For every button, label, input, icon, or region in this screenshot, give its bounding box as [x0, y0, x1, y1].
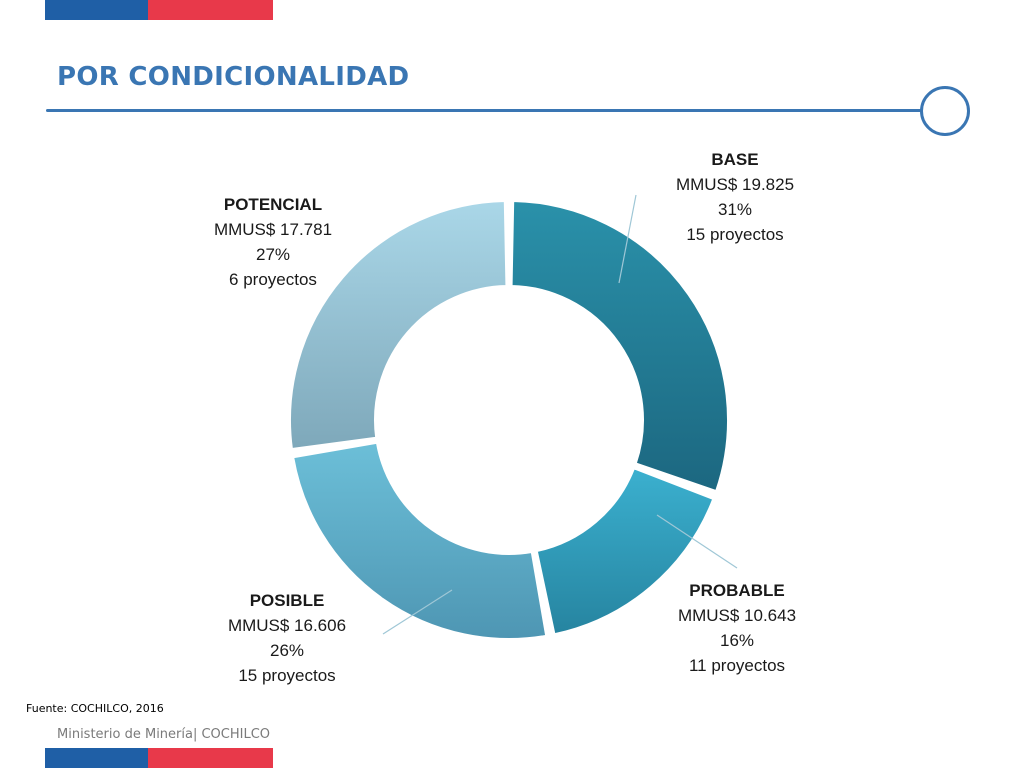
flag-stripe-blue: [45, 0, 148, 20]
flag-stripe-blue: [45, 748, 148, 768]
slide-title: POR CONDICIONALIDAD: [57, 62, 410, 92]
data-label-probable: PROBABLE MMUS$ 10.643 16% 11 proyectos: [678, 581, 796, 675]
leader-line-base: [618, 194, 637, 284]
data-label-base: BASE MMUS$ 19.825 31% 15 proyectos: [676, 150, 794, 244]
data-label-posible: POSIBLE MMUS$ 16.606 26% 15 proyectos: [228, 591, 346, 685]
slice-base: [510, 200, 729, 493]
flag-stripe-red: [148, 748, 273, 768]
flag-stripe-top: [45, 0, 273, 20]
flag-stripe-red: [148, 0, 273, 20]
donut-slices: [289, 200, 729, 640]
leader-lines: [382, 194, 738, 635]
title-circle-ornament: [920, 86, 970, 136]
slice-posible: [292, 441, 548, 640]
leader-line-probable: [656, 514, 738, 569]
flag-stripe-bottom: [45, 748, 273, 768]
title-underline: [46, 109, 922, 112]
data-labels: BASE MMUS$ 19.825 31% 15 proyectos PROBABLE M…: [214, 150, 796, 685]
data-label-potencial: POTENCIAL MMUS$ 17.781 27% 6 proyectos: [214, 195, 332, 289]
footer-text: Ministerio de Minería| COCHILCO: [57, 727, 271, 742]
slice-potencial: [289, 200, 508, 451]
leader-line-posible: [382, 589, 453, 635]
source-note: Fuente: COCHILCO, 2016: [26, 702, 164, 715]
slice-probable: [535, 467, 715, 636]
